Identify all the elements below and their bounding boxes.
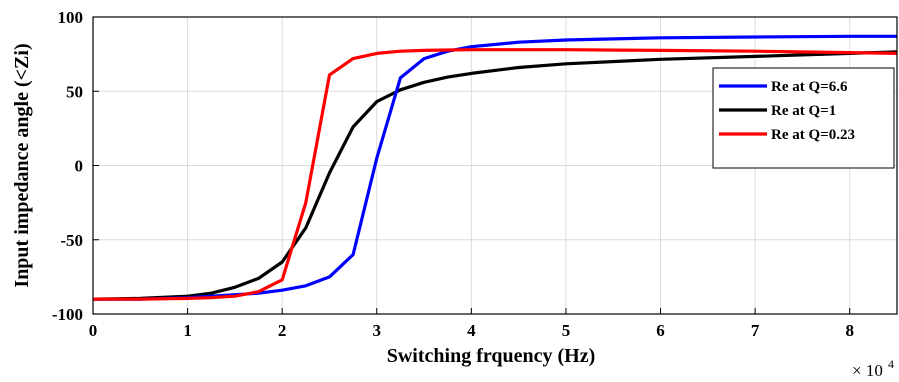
y-tick-label: -100 (52, 305, 83, 324)
x-tick-label: 4 (467, 321, 476, 340)
legend-label: Re at Q=1 (771, 103, 836, 119)
x-tick-label: 5 (562, 321, 571, 340)
x-tick-label: 0 (89, 321, 98, 340)
y-tick-label: 100 (58, 8, 84, 27)
x-tick-label: 2 (278, 321, 287, 340)
x-tick-label: 8 (845, 321, 854, 340)
series-line-3 (93, 48, 897, 301)
axis-ticks: 0 1 2 3 4 5 6 7 8 -100 -50 0 50 100 (52, 8, 854, 340)
y-tick-label: 0 (75, 157, 84, 176)
legend-label: Re at Q=6.6 (771, 79, 848, 95)
x-tick-label: 6 (656, 321, 665, 340)
y-tick-label: -50 (60, 231, 83, 250)
x-axis-multiplier-exponent: 4 (888, 357, 894, 371)
legend-label: Re at Q=0.23 (771, 127, 855, 143)
x-axis-label: Switching frquency (Hz) (387, 345, 596, 367)
x-tick-label: 3 (373, 321, 382, 340)
y-axis-label: Input impedance angle (<Zi) (11, 43, 33, 287)
x-tick-label: 7 (751, 321, 760, 340)
series-line-2 (93, 50, 897, 301)
legend: Re at Q=6.6 Re at Q=1 Re at Q=0.23 (712, 67, 895, 169)
y-tick-label: 50 (66, 82, 83, 101)
x-tick-label: 1 (183, 321, 192, 340)
x-axis-multiplier: × 10 (852, 361, 883, 380)
plot-series (93, 34, 897, 301)
